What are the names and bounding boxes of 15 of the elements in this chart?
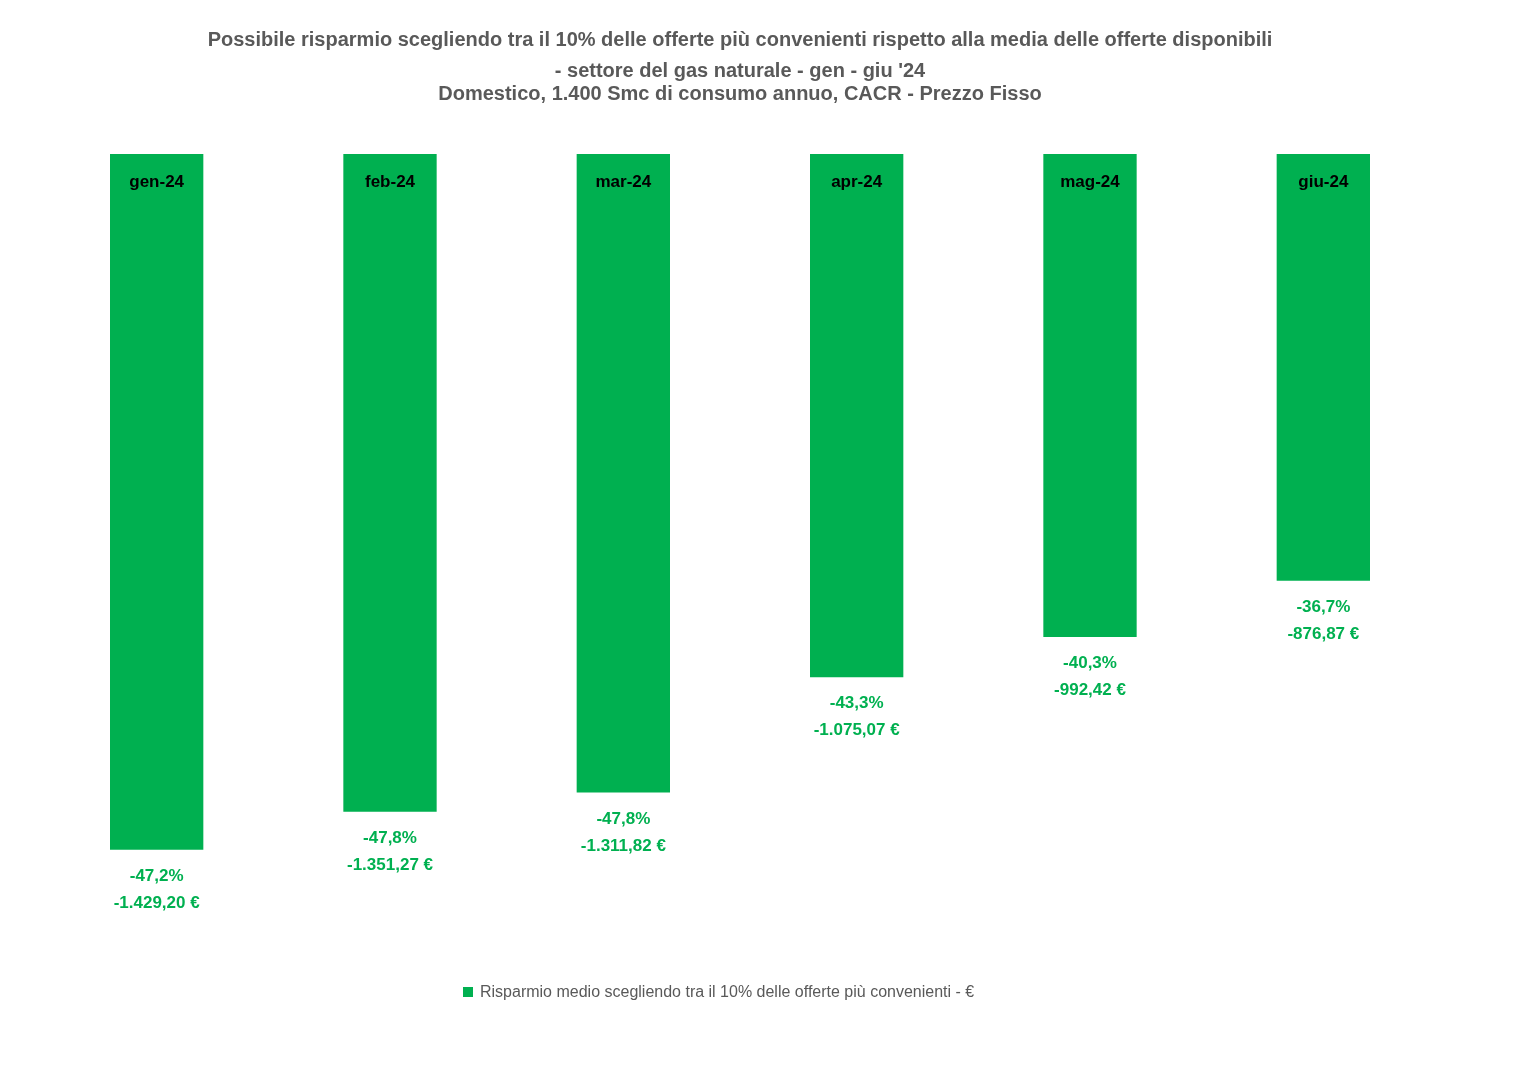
x-tick-label: apr-24 xyxy=(831,172,883,191)
data-label: -40,3% -992,42 € xyxy=(1054,653,1127,700)
x-tick-label: mar-24 xyxy=(595,172,652,191)
x-tick-label: feb-24 xyxy=(364,172,416,191)
x-tick-label: gen-24 xyxy=(129,172,185,191)
data-label: -47,8% -1.311,82 € xyxy=(580,808,667,855)
data-label: -36,7% -876,87 € xyxy=(1287,596,1360,643)
x-tick-label: giu-24 xyxy=(1298,172,1349,191)
data-label: -47,8% -1.351,27 € xyxy=(346,827,434,874)
chart-title: Possibile risparmio scegliendo tra il 10% delle offerte più convenienti rispetto alla media delle offerte disponibili - settore del gas naturale - gen - giu '24 xyxy=(207,28,1273,81)
data-label: -47,2% -1.429,20 € xyxy=(113,865,201,912)
x-tick-label: mag-24 xyxy=(1060,172,1121,191)
data-label: -43,3% -1.075,07 € xyxy=(813,693,901,740)
chart-subtitle: Domestico, 1.400 Smc di consumo annuo, CACR - Prezzo Fisso xyxy=(438,82,1042,104)
legend-label: Risparmio medio scegliendo tra il 10% delle offerte più convenienti - € xyxy=(480,983,975,1000)
